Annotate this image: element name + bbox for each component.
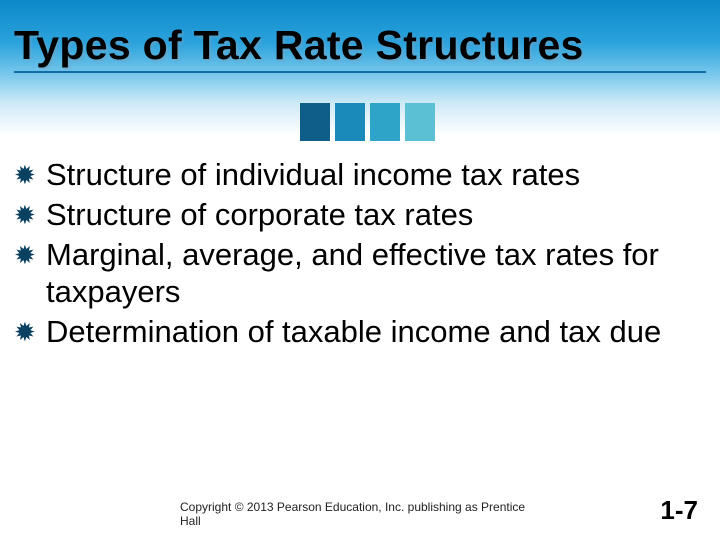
accent-block — [405, 103, 435, 141]
list-item: ✹Structure of corporate tax rates — [14, 196, 706, 234]
bullet-text: Structure of corporate tax rates — [46, 197, 473, 232]
list-item: ✹Determination of taxable income and tax… — [14, 313, 706, 351]
footer: Copyright © 2013 Pearson Education, Inc.… — [0, 500, 720, 524]
bullet-text: Marginal, average, and effective tax rat… — [46, 237, 659, 310]
bullet-icon: ✹ — [14, 240, 46, 272]
bullet-icon: ✹ — [14, 200, 46, 232]
bullet-icon: ✹ — [14, 317, 46, 349]
bullet-text: Determination of taxable income and tax … — [46, 314, 661, 349]
accent-block — [370, 103, 400, 141]
accent-block — [300, 103, 330, 141]
bullet-text: Structure of individual income tax rates — [46, 157, 580, 192]
title-area: Types of Tax Rate Structures — [0, 0, 720, 81]
accent-block — [335, 103, 365, 141]
copyright-text: Copyright © 2013 Pearson Education, Inc.… — [180, 500, 540, 528]
page-number: 1-7 — [660, 495, 698, 526]
accent-blocks — [300, 103, 440, 141]
title-underline — [14, 71, 706, 73]
bullet-icon: ✹ — [14, 160, 46, 192]
bullet-list: ✹Structure of individual income tax rate… — [14, 156, 706, 353]
slide-title: Types of Tax Rate Structures — [14, 22, 706, 69]
list-item: ✹Marginal, average, and effective tax ra… — [14, 236, 706, 312]
list-item: ✹Structure of individual income tax rate… — [14, 156, 706, 194]
